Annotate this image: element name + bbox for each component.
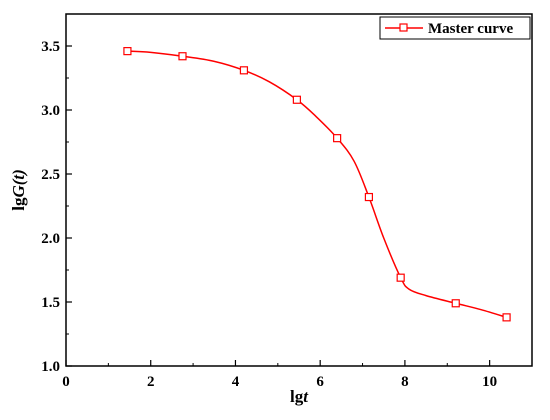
data-point [396,273,405,282]
x-tick-label: 4 [232,374,240,390]
y-tick-label: 3.0 [41,103,60,119]
y-tick-label: 1.0 [41,359,60,375]
data-point [502,313,511,322]
y-tick-label: 3.5 [41,39,60,55]
y-axis-title: lgG(t) [9,169,28,211]
data-point [451,299,460,308]
x-tick-label: 10 [482,374,497,390]
plot-frame [65,13,533,367]
data-point [364,192,373,202]
legend-label: Master curve [428,21,513,37]
data-point [333,134,342,143]
master-curve-line [127,50,507,319]
master-curve-markers [123,47,511,322]
x-tick-label: 8 [401,374,409,390]
legend-box [379,16,531,40]
x-axis-title: lgt [290,387,309,406]
legend-marker [399,23,408,32]
legend: Master curve [379,16,531,40]
x-tick-label: 2 [147,374,155,390]
y-tick-label: 1.5 [41,295,60,311]
y-axis: 1.0 1.5 2.0 2.5 3.0 3.5 [41,13,72,375]
data-point [178,52,187,61]
x-tick-label: 6 [316,374,324,390]
y-tick-label: 2.5 [41,167,60,183]
data-point [292,95,301,104]
y-tick-label: 2.0 [41,231,60,247]
data-point [239,66,249,75]
data-point [123,47,132,56]
x-tick-label: 0 [62,374,70,390]
x-axis: 0 2 4 6 8 10 [62,360,497,390]
